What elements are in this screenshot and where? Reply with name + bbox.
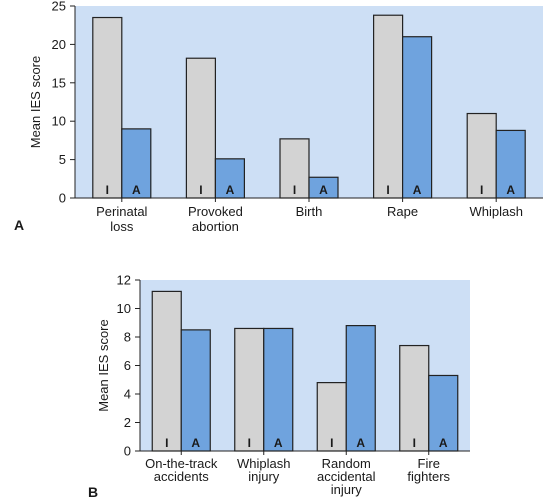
bar: [214, 158, 245, 199]
x-tick-label: Fire fighters: [407, 456, 450, 484]
y-tick-label: 6: [124, 358, 131, 373]
x-tick-label: Birth: [296, 204, 323, 219]
bar: [399, 344, 430, 452]
y-tick-label: 10: [117, 301, 131, 316]
y-tick-label: 2: [124, 415, 131, 430]
x-tick-label: Rape: [387, 204, 418, 219]
bar-series-marker: A: [274, 436, 283, 450]
x-tick-label: Whiplash injury: [237, 456, 290, 484]
bar-series-marker: I: [293, 183, 296, 197]
bar: [373, 14, 404, 199]
bar-series-marker: I: [106, 183, 109, 197]
y-tick-label: 25: [52, 0, 66, 14]
bar-series-marker: I: [248, 436, 251, 450]
bar: [180, 329, 211, 452]
y-tick-label: 0: [124, 444, 131, 459]
y-tick-label: 12: [117, 273, 131, 288]
panel-label: B: [88, 484, 98, 500]
x-tick-label: Random accidental injury: [317, 456, 376, 497]
bar-series-marker: A: [413, 183, 422, 197]
bar-series-marker: I: [413, 436, 416, 450]
x-tick-label: Perinatal loss: [96, 204, 147, 234]
bar-series-marker: A: [356, 436, 365, 450]
bar: [308, 176, 339, 199]
bar-series-marker: A: [191, 436, 200, 450]
bar: [151, 290, 182, 452]
bar-series-marker: I: [199, 183, 202, 197]
bar: [466, 112, 497, 199]
y-tick-label: 5: [59, 152, 66, 167]
bar: [279, 138, 310, 199]
x-tick-label: On-the-track accidents: [145, 456, 218, 484]
bar-series-marker: A: [439, 436, 448, 450]
bar: [92, 16, 123, 199]
y-tick-label: 0: [59, 191, 66, 206]
bar-series-marker: I: [330, 436, 333, 450]
bar-series-marker: I: [480, 183, 483, 197]
y-tick-label: 8: [124, 330, 131, 345]
bar: [121, 128, 152, 199]
bar: [263, 327, 294, 452]
y-tick-label: 10: [52, 114, 66, 129]
bar-series-marker: A: [319, 183, 328, 197]
panel-a-chart: 0 5 10 15 20 25 Mean IES score I A Perinatal loss I…: [14, 0, 543, 234]
bar: [428, 374, 459, 452]
bar: [345, 325, 376, 452]
bar-series-marker: A: [226, 183, 235, 197]
y-axis-label: Mean IES score: [96, 319, 111, 412]
bar-series-marker: I: [165, 436, 168, 450]
x-tick-label: Whiplash: [469, 204, 522, 219]
bar-series-marker: A: [506, 183, 515, 197]
bar-series-marker: A: [132, 183, 141, 197]
y-tick-label: 20: [52, 37, 66, 52]
y-tick-label: 4: [124, 387, 131, 402]
bar: [185, 57, 216, 199]
bar: [402, 36, 433, 199]
panel-b-chart: 0 2 4 6 8 10 12 Mean IES score I A On-the-track acc…: [88, 273, 470, 500]
bar: [495, 129, 526, 199]
bar-series-marker: I: [386, 183, 389, 197]
panel-label: A: [14, 217, 24, 233]
y-tick-label: 15: [52, 75, 66, 90]
y-axis-label: Mean IES score: [28, 56, 43, 149]
bar: [234, 327, 265, 452]
x-tick-label: Provoked abortion: [188, 204, 243, 234]
